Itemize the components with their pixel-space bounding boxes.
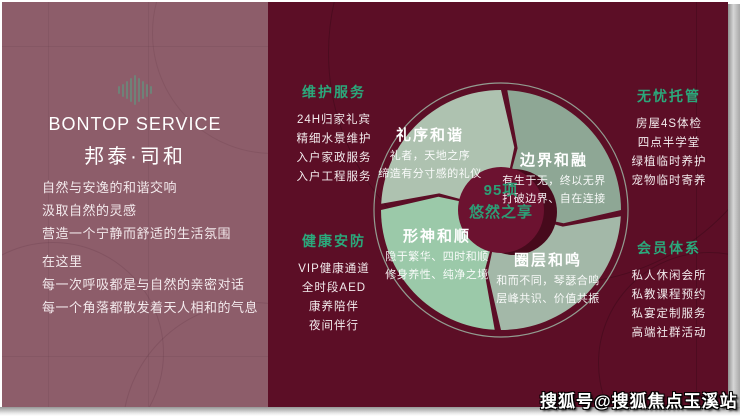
column-title: 健康安防 [302,233,366,249]
left-panel: BONTOP SERVICE 邦泰·司和 自然与安逸的和谐交响 汲取自然的灵感 … [2,2,268,407]
intro-paragraph: 在这里 每一次呼吸都是与自然的亲密对话 每一个角落都散发着天人相和的气息 [42,250,258,319]
quadrant-boundary-blend: 边界和融 有生于无，终以无界 打破边界、自在连接 [479,150,629,208]
decor-line [2,46,268,47]
quadrant-line: 和而不同，琴瑟合鸣 [496,275,600,287]
service-item: 入户家政服务 [296,152,372,164]
diagram-center-label: 95项 悠然之享 [366,180,636,224]
quadrant-title: 圈层和鸣 [513,252,582,269]
quadrant-line: 修身养性、纯净之境 [385,269,489,281]
quadrant-line: 隐于繁华、四时和顺 [385,251,489,263]
center-count: 95项 [483,182,519,199]
intro-line: 在这里 [42,254,83,269]
service-column-carefree-trusteeship: 无忧托管 房屋4S体检 四点半学堂 绿植临时养护 宠物临时寄养 [614,86,724,191]
service-item: 24H归家礼宾 [296,114,372,126]
service-item: 全时段AED [301,282,367,294]
service-item: 私宴定制服务 [631,308,707,320]
brand-title-en: BONTOP SERVICE [48,114,222,134]
decor-line [696,2,697,407]
quadrant-line: 缔造有分寸感的礼仪 [378,168,482,180]
page-edge-right [728,4,740,410]
watermark: 搜狐号@搜狐焦点玉溪站 [540,392,738,411]
brand-title-cn: 邦泰·司和 [84,146,186,168]
service-column-maintenance: 维护服务 24H归家礼宾 精细水景维护 入户家政服务 入户工程服务 [280,82,388,187]
column-title: 维护服务 [302,84,366,100]
pinwheel-graphic [373,82,629,338]
service-item: 房屋4S体检 [635,118,703,130]
service-item: 夜间伴行 [309,320,359,332]
slide: BONTOP SERVICE 邦泰·司和 自然与安逸的和谐交响 汲取自然的灵感 … [2,2,728,407]
intro-line: 自然与安逸的和谐交响 [42,180,178,195]
service-item: 绿植临时养护 [631,156,707,168]
soundwave-logo-icon [2,74,268,106]
quadrant-line: 打破边界、自在连接 [502,193,606,205]
decor-line [2,356,268,357]
quadrant-title: 形神和顺 [402,228,471,245]
center-caption: 悠然之享 [468,204,533,221]
intro-line: 每一次呼吸都是与自然的亲密对话 [42,277,245,292]
page-edge-bottom [0,407,740,416]
service-item: 精细水景维护 [296,133,372,145]
service-item: VIP健康通道 [298,263,370,275]
intro-line: 汲取自然的灵感 [42,203,137,218]
quadrant-line: 有生于无，终以无界 [502,175,606,187]
quadrant-title: 边界和融 [519,152,588,169]
service-item: 私教课程预约 [631,289,707,301]
service-item: 入户工程服务 [296,171,372,183]
quadrant-line: 礼者，天地之序 [389,150,471,162]
service-column-health-security: 健康安防 VIP健康通道 全时段AED 康养陪伴 夜间伴行 [280,231,388,336]
quadrant-title: 礼序和谐 [395,127,464,144]
service-item: 四点半学堂 [637,137,701,149]
service-item: 高端社群活动 [631,327,707,339]
diagram-outer-ring [373,82,629,338]
intro-line: 每一个角落都散发着天人相和的气息 [42,300,259,315]
quadrant-circle-resonance: 圈层和鸣 和而不同，琴瑟合鸣 层峰共识、价值共振 [473,250,623,308]
service-item: 康养陪伴 [309,301,359,313]
column-title: 会员体系 [637,240,701,256]
quadrant-ritual-harmony: 礼序和谐 礼者，天地之序 缔造有分寸感的礼仪 [355,125,505,183]
quadrant-body-mind: 形神和顺 隐于繁华、四时和顺 修身养性、纯净之境 [362,226,512,284]
service-column-membership: 会员体系 私人休闲会所 私教课程预约 私宴定制服务 高端社群活动 [614,238,724,343]
center-circle [458,167,544,253]
quadrant-line: 层峰共识、价值共振 [496,293,600,305]
intro-paragraph: 自然与安逸的和谐交响 汲取自然的灵感 营造一个宁静而舒适的生活氛围 [42,176,231,245]
column-title: 无忧托管 [637,88,701,104]
cycle-diagram: 礼序和谐 礼者，天地之序 缔造有分寸感的礼仪 边界和融 有生于无，终以无界 打破… [366,75,636,345]
service-item: 私人休闲会所 [631,270,707,282]
intro-line: 营造一个宁静而舒适的生活氛围 [42,226,232,241]
service-item: 宠物临时寄养 [631,175,707,187]
